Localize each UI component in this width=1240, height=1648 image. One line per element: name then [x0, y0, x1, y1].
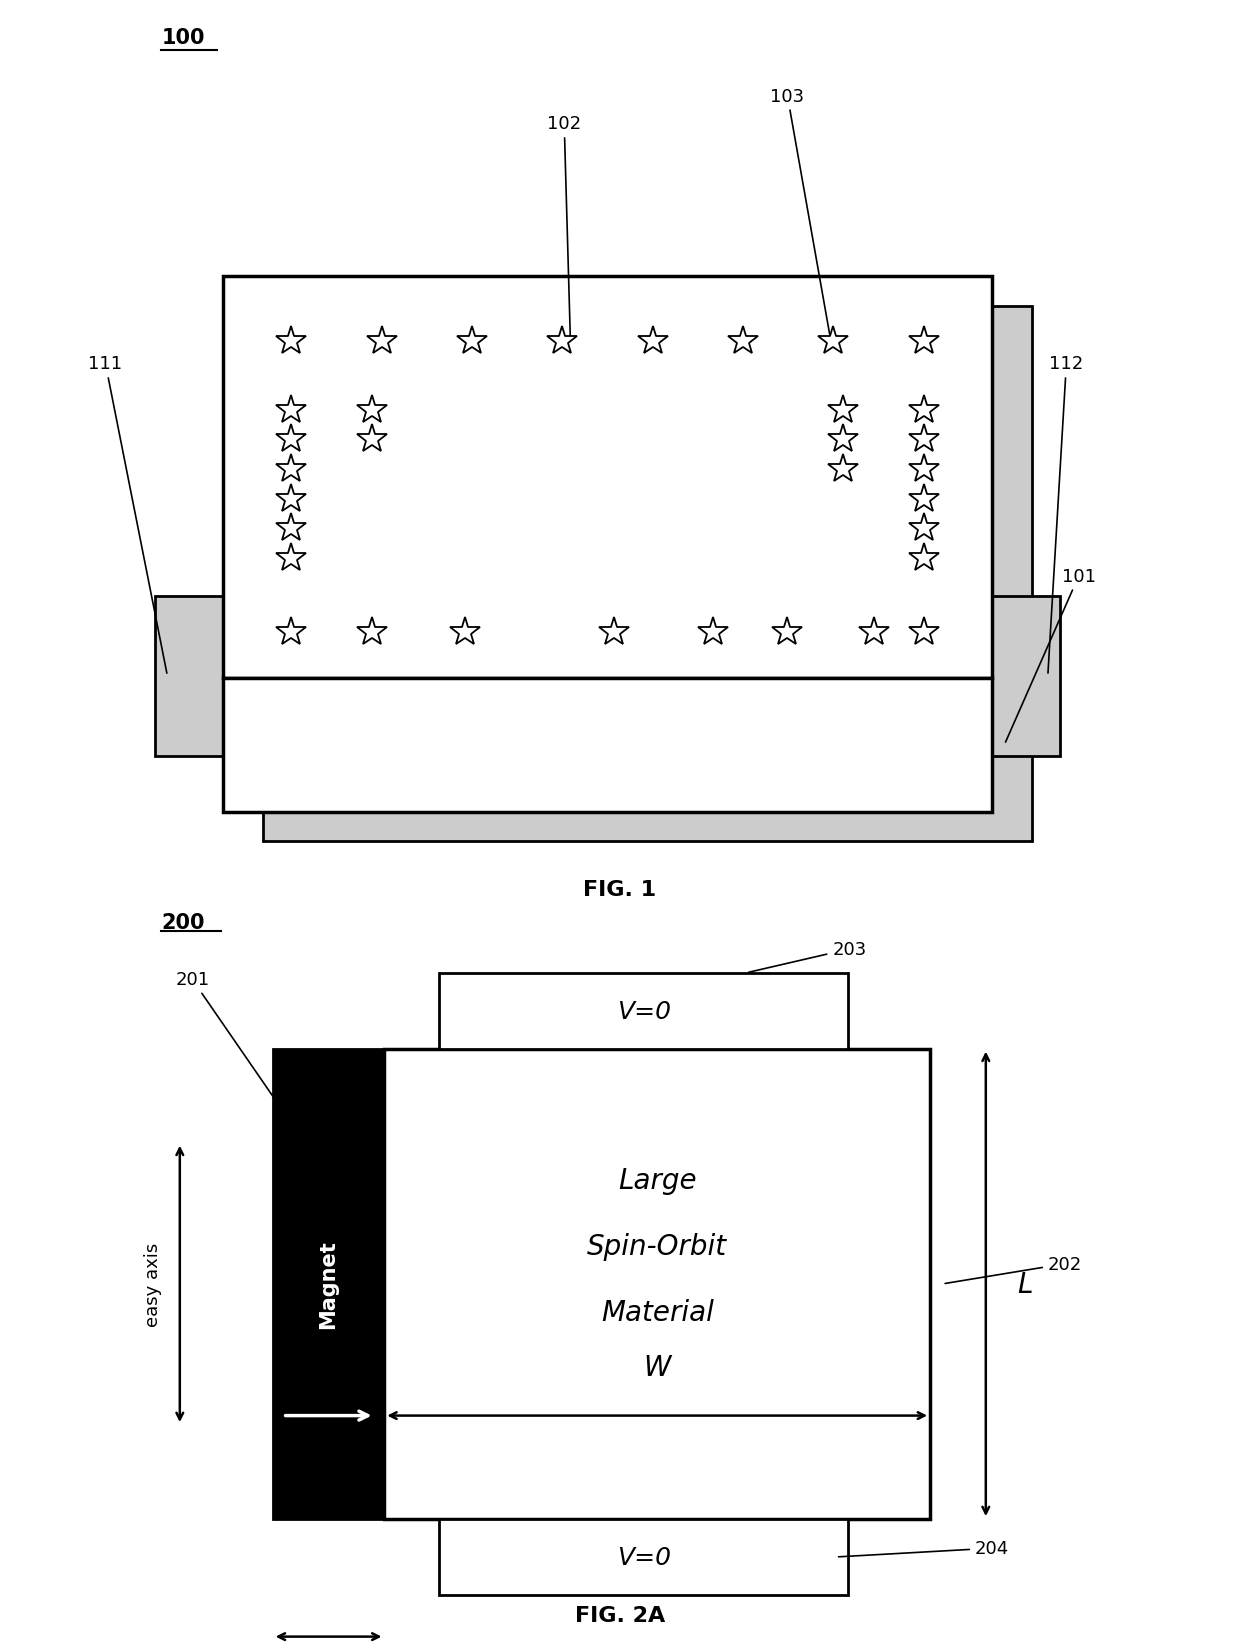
Text: FIG. 1: FIG. 1	[584, 880, 656, 900]
Text: Magnet: Magnet	[319, 1239, 339, 1328]
Bar	[273, 1050, 384, 1519]
Text: 202: 202	[945, 1256, 1083, 1284]
Text: L: L	[1017, 1271, 1033, 1299]
Text: V=0: V=0	[616, 1546, 671, 1569]
Text: V=0: V=0	[616, 999, 671, 1023]
Text: W: W	[644, 1353, 671, 1381]
Text: 112: 112	[1048, 356, 1084, 674]
Text: 204: 204	[838, 1539, 1009, 1557]
Text: Material: Material	[600, 1299, 714, 1327]
Text: 203: 203	[749, 941, 867, 972]
Text: Large: Large	[618, 1167, 697, 1195]
Text: 200: 200	[161, 913, 205, 933]
Bar	[223, 679, 992, 812]
Bar	[263, 307, 1032, 842]
Bar	[223, 277, 992, 679]
Text: 102: 102	[547, 115, 582, 339]
Bar	[384, 1050, 930, 1519]
Text: FIG. 2A: FIG. 2A	[575, 1605, 665, 1625]
Text: 201: 201	[175, 971, 278, 1103]
Bar	[439, 1519, 848, 1595]
Text: 101: 101	[1006, 567, 1096, 743]
Text: 100: 100	[161, 28, 205, 48]
Text: easy axis: easy axis	[144, 1243, 161, 1327]
Bar	[439, 974, 848, 1050]
Bar	[992, 597, 1060, 756]
Bar	[155, 597, 223, 756]
Text: 111: 111	[88, 356, 167, 674]
Text: 103: 103	[770, 87, 831, 339]
Text: Spin-Orbit: Spin-Orbit	[587, 1233, 728, 1261]
